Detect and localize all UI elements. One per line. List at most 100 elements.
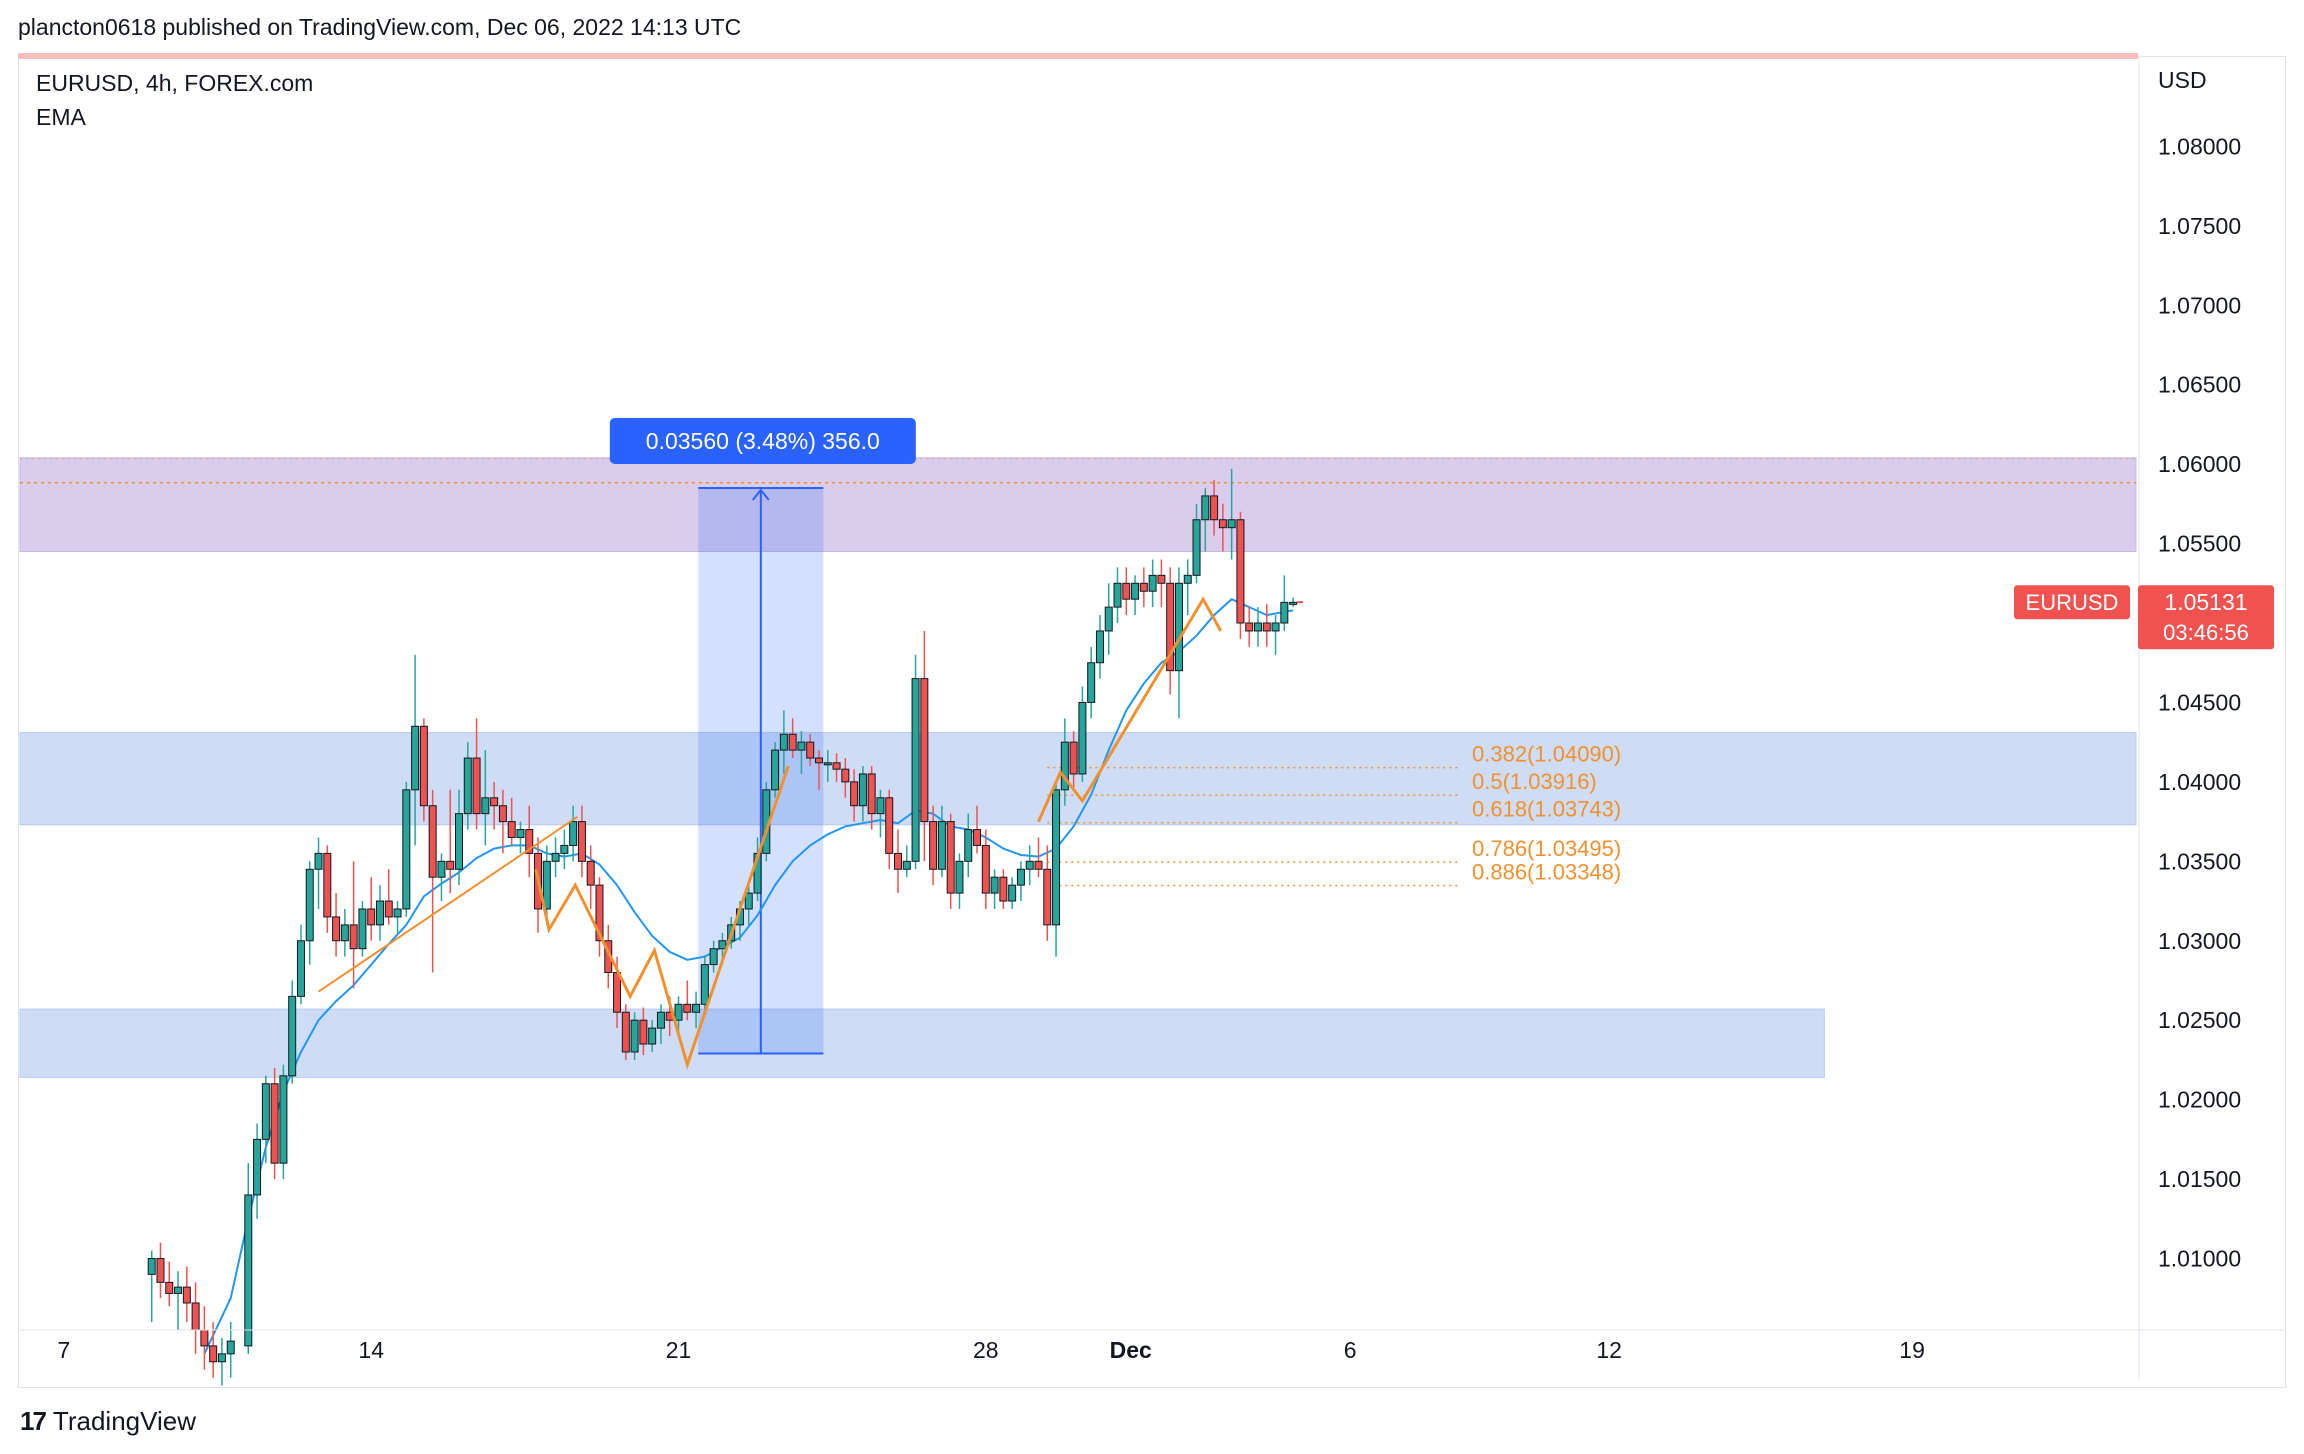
candle-down[interactable] [156,1242,165,1299]
candle-up[interactable] [1192,503,1201,584]
candle-up[interactable] [779,710,788,774]
candle-up[interactable] [174,1271,183,1330]
candle-up[interactable] [990,869,999,909]
candle-down[interactable] [946,813,955,909]
candle-up[interactable] [692,991,701,1029]
candle-down[interactable] [639,1007,648,1056]
candle-down[interactable] [1034,837,1043,878]
candle-down[interactable] [806,734,815,766]
candle-down[interactable] [1043,845,1052,941]
candle-up[interactable] [217,1337,226,1386]
ema-line[interactable] [203,598,1294,1355]
candle-down[interactable] [525,805,534,878]
candle-up[interactable] [709,940,718,973]
candle-up[interactable] [542,845,551,925]
candle-up[interactable] [1253,607,1262,647]
candle-up[interactable] [1104,583,1113,655]
candle-up[interactable] [296,924,305,1005]
candle-up[interactable] [771,742,780,798]
candle-down[interactable] [498,789,507,854]
candle-up[interactable] [1016,861,1025,902]
candle-up[interactable] [1087,646,1096,719]
candle-up[interactable] [393,901,402,933]
candle-up[interactable] [516,821,525,854]
candle-down[interactable] [867,765,876,830]
candle-up[interactable] [902,845,911,878]
tradingview-footer[interactable]: 17 TradingView [20,1406,196,1437]
candle-up[interactable] [1095,615,1104,679]
candle-up[interactable] [1289,597,1298,608]
candle-down[interactable] [419,718,428,822]
lower-zone[interactable] [19,1008,1825,1078]
candle-down[interactable] [191,1282,200,1354]
candle-up[interactable] [244,1163,253,1354]
candle-up[interactable] [797,731,806,774]
candle-down[interactable] [683,980,692,1021]
candle-up[interactable] [648,1020,657,1052]
candle-up[interactable] [1060,718,1069,806]
candle-up[interactable] [1201,487,1210,552]
candle-down[interactable] [850,769,859,822]
candle-up[interactable] [402,781,411,917]
candle-up[interactable] [700,956,709,1013]
candle-down[interactable] [999,869,1008,909]
symbol-tag-box[interactable] [2014,585,2130,620]
candle-up[interactable] [1131,575,1140,616]
candle-down[interactable] [832,753,841,782]
candle-up[interactable] [560,829,569,870]
supply-zone[interactable] [19,457,2137,553]
candle-down[interactable] [270,1067,279,1180]
candle-down[interactable] [200,1306,209,1370]
candle-down[interactable] [1157,559,1166,608]
candle-up[interactable] [551,837,560,878]
candle-down[interactable] [446,789,455,894]
candle-up[interactable] [744,885,753,925]
candle-up[interactable] [823,750,832,782]
candle-up[interactable] [358,901,367,957]
candle-up[interactable] [279,1064,288,1180]
candle-up[interactable] [569,805,578,862]
candle-up[interactable] [1174,567,1183,719]
candle-up[interactable] [314,837,323,909]
candle-up[interactable] [411,654,420,846]
candle-up[interactable] [656,1004,665,1045]
candle-up[interactable] [261,1075,270,1164]
symbol-legend[interactable]: EURUSD, 4h, FOREX.com [36,70,314,96]
candle-up[interactable] [1078,686,1087,782]
candle-down[interactable] [894,829,903,894]
candle-down[interactable] [323,845,332,933]
candle-up[interactable] [253,1123,262,1219]
candle-up[interactable] [630,1012,639,1060]
candle-down[interactable] [1069,731,1078,790]
trend-line[interactable] [317,815,579,993]
candle-down[interactable] [788,718,797,759]
candle-down[interactable] [595,877,604,957]
candle-down[interactable] [841,758,850,798]
candle-down[interactable] [1218,503,1227,552]
candle-down[interactable] [981,829,990,909]
candle-up[interactable] [1227,468,1236,560]
candle-down[interactable] [428,789,437,973]
candle-up[interactable] [911,654,920,870]
candle-down[interactable] [209,1322,218,1378]
candle-up[interactable] [147,1250,156,1323]
candle-down[interactable] [1236,511,1245,639]
candle-up[interactable] [1052,781,1061,957]
zigzag-right[interactable] [1037,596,1223,823]
candle-up[interactable] [1113,567,1122,624]
candle-up[interactable] [858,765,867,822]
candle-down[interactable] [165,1261,174,1307]
candle-down[interactable] [1245,607,1254,647]
candle-down[interactable] [920,630,929,862]
candle-down[interactable] [472,718,481,830]
candle-down[interactable] [182,1266,191,1323]
candle-down[interactable] [490,781,499,830]
candle-down[interactable] [929,805,938,886]
candle-up[interactable] [1008,877,1017,909]
candle-up[interactable] [876,789,885,838]
candle-up[interactable] [955,853,964,909]
zigzag-left[interactable] [534,765,790,1070]
candle-down[interactable] [621,1004,630,1060]
candle-down[interactable] [332,893,341,957]
